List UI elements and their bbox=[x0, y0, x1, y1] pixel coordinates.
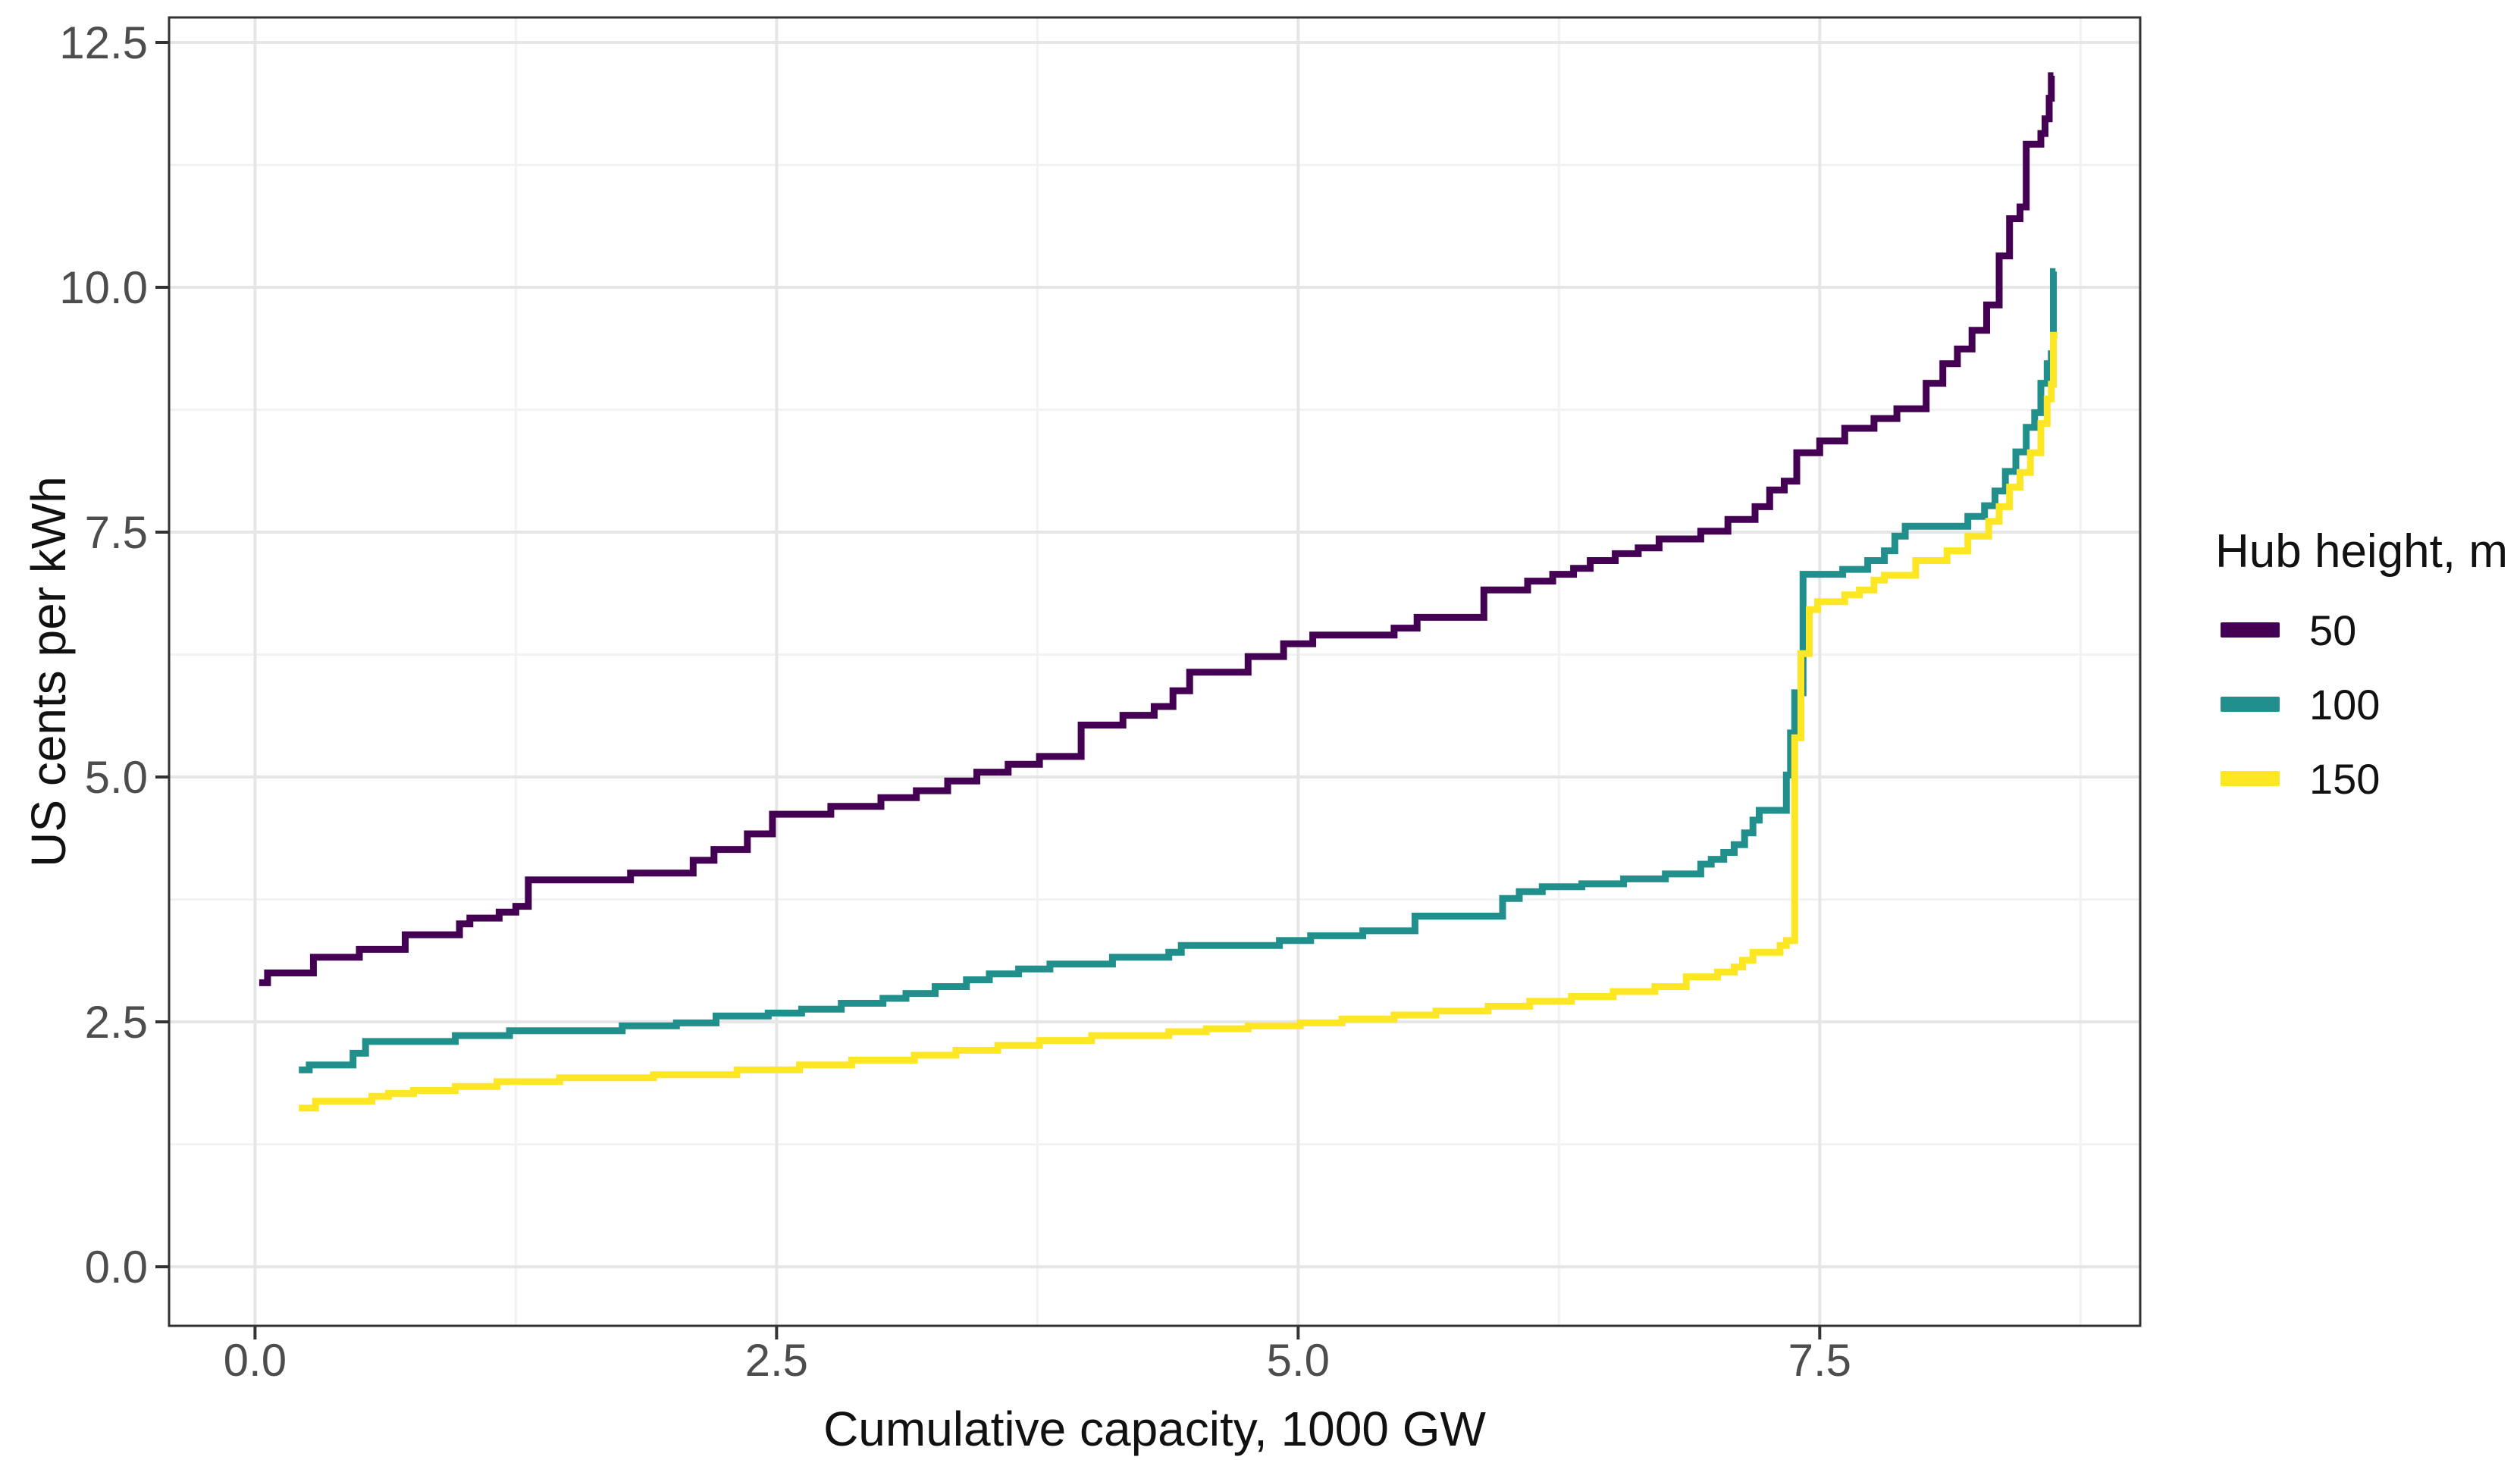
y-axis-title: US cents per kWh bbox=[21, 476, 76, 867]
y-tick-label: 5.0 bbox=[85, 752, 148, 803]
y-tick-label: 7.5 bbox=[85, 507, 148, 558]
series-line-100 bbox=[299, 268, 2057, 1073]
x-tick-label: 2.5 bbox=[745, 1335, 808, 1386]
legend-items: 50 100 150 bbox=[2215, 593, 2520, 816]
x-tick-label: 5.0 bbox=[1267, 1335, 1330, 1386]
panel-background bbox=[169, 17, 2140, 1326]
legend-item-150: 150 bbox=[2215, 741, 2520, 816]
legend-label-100: 100 bbox=[2309, 680, 2381, 728]
panel-border bbox=[168, 16, 2142, 1327]
legend-label-50: 50 bbox=[2309, 606, 2357, 654]
legend-swatch-50 bbox=[2221, 622, 2280, 638]
legend-item-100: 100 bbox=[2215, 667, 2520, 741]
legend-item-50: 50 bbox=[2215, 593, 2520, 667]
legend-label-150: 150 bbox=[2309, 754, 2381, 803]
x-tick-label: 0.0 bbox=[224, 1335, 287, 1386]
y-tick-label: 12.5 bbox=[59, 17, 148, 68]
series-line-50 bbox=[259, 72, 2055, 986]
legend-title: Hub height, m bbox=[2215, 525, 2508, 578]
legend-swatch-150 bbox=[2221, 771, 2280, 786]
x-axis-title: Cumulative capacity, 1000 GW bbox=[823, 1402, 1486, 1456]
y-tick-label: 2.5 bbox=[85, 997, 148, 1048]
x-tick-label: 7.5 bbox=[1788, 1335, 1851, 1386]
legend: Hub height, m 50 100 150 bbox=[2215, 0, 2520, 1460]
y-tick-label: 10.0 bbox=[59, 262, 148, 313]
series-line-150 bbox=[299, 331, 2058, 1112]
y-tick-label: 0.0 bbox=[85, 1242, 148, 1292]
legend-swatch-100 bbox=[2221, 697, 2280, 712]
